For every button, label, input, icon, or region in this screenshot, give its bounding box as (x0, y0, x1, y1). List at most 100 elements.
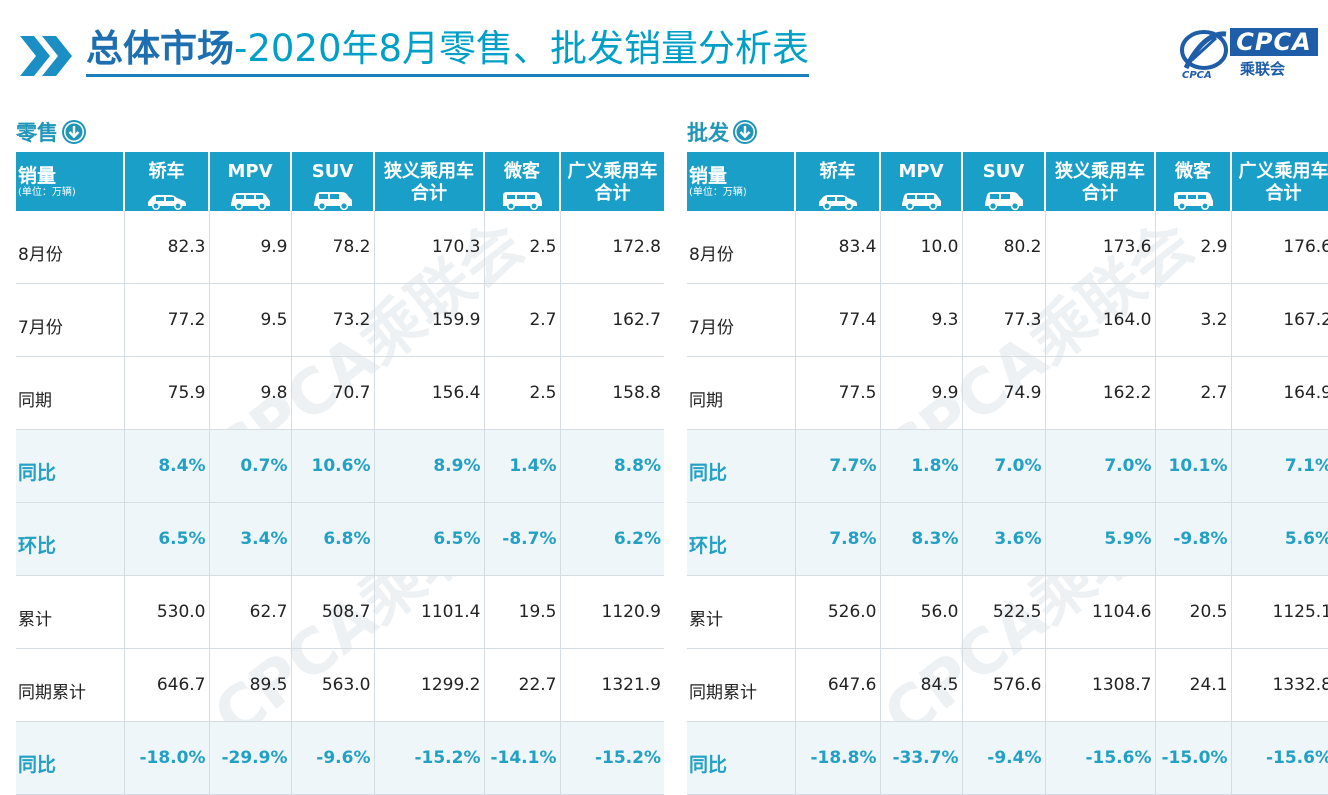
header-cell: MPV (880, 152, 963, 211)
value-cell: 6.5% (124, 502, 210, 576)
table-row: 同期累计 647.6 84.5 576.6 1308.7 24.1 1332.8 (687, 648, 1328, 722)
value-cell: -33.7% (880, 721, 963, 795)
value-cell: 576.6 (962, 648, 1046, 722)
value-cell: 74.9 (962, 356, 1046, 430)
value-cell: 162.2 (1045, 356, 1156, 430)
cpca-logo-mark-icon: CPCA (1180, 30, 1228, 80)
value-cell: 164.0 (1045, 283, 1156, 357)
row-label: 环比 (687, 502, 796, 576)
value-cell: -18.8% (795, 721, 881, 795)
table-header-row: 销量 (单位：万辆) 轿车 MPV SUV 狭义乘用车 合计 微客 广义乘用车 合计 (687, 152, 1328, 211)
table-row: 累计 526.0 56.0 522.5 1104.6 20.5 1125.1 (687, 575, 1328, 649)
header-label-line2: 合计 (594, 183, 631, 204)
wholesale-section-title: 批发 (687, 118, 757, 146)
value-cell: 164.9 (1231, 356, 1328, 430)
header-cell: SUV (962, 152, 1046, 211)
header-label: 微客 (504, 161, 540, 182)
value-cell: -9.8% (1155, 502, 1232, 576)
value-cell: 80.2 (962, 211, 1046, 284)
value-cell: 8.9% (374, 429, 485, 503)
value-cell: 1308.7 (1045, 648, 1156, 722)
header-label: 广义乘用车 (567, 161, 658, 182)
value-cell: 70.7 (291, 356, 375, 430)
value-cell: 6.5% (374, 502, 485, 576)
value-cell: 19.5 (484, 575, 561, 649)
page-title: 总体市场-2020年8月零售、批发销量分析表 (86, 24, 810, 77)
table-row: 同比 -18.0% -29.9% -9.6% -15.2% -14.1% -15.2% (16, 721, 664, 795)
row-label: 同期 (16, 356, 125, 430)
header-label: 轿车 (819, 161, 856, 182)
minivan-icon (503, 192, 542, 211)
value-cell: 526.0 (795, 575, 881, 649)
value-cell: 6.2% (560, 502, 664, 576)
header-unit-label: (单位：万辆) (18, 187, 76, 198)
value-cell: -15.6% (1045, 721, 1156, 795)
value-cell: 530.0 (124, 575, 210, 649)
table-row: 同期累计 646.7 89.5 563.0 1299.2 22.7 1321.9 (16, 648, 664, 722)
suv-icon (313, 192, 352, 211)
value-cell: 5.6% (1231, 502, 1328, 576)
value-cell: 22.7 (484, 648, 561, 722)
cpca-logo-text: CPCA (1230, 28, 1318, 56)
row-label: 7月份 (687, 283, 796, 357)
value-cell: 20.5 (1155, 575, 1232, 649)
header-cell: 广义乘用车 合计 (1231, 152, 1328, 211)
value-cell: 84.5 (880, 648, 963, 722)
value-cell: -15.2% (374, 721, 485, 795)
header-label: 微客 (1175, 161, 1211, 182)
value-cell: 173.6 (1045, 211, 1156, 284)
table-row: 7月份 77.2 9.5 73.2 159.9 2.7 162.7 (16, 283, 664, 357)
row-label: 同比 (16, 721, 125, 795)
row-label: 8月份 (16, 211, 125, 284)
value-cell: 83.4 (795, 211, 881, 284)
table-row: 累计 530.0 62.7 508.7 1101.4 19.5 1120.9 (16, 575, 664, 649)
value-cell: 8.4% (124, 429, 210, 503)
value-cell: 77.3 (962, 283, 1046, 357)
row-label: 8月份 (687, 211, 796, 284)
value-cell: 10.6% (291, 429, 375, 503)
arrow-down-circle-icon (733, 120, 757, 144)
value-cell: 7.0% (1045, 429, 1156, 503)
header-label: MPV (227, 161, 273, 182)
value-cell: 172.8 (560, 211, 664, 284)
header-cell: 微客 (1155, 152, 1232, 211)
header-label: 轿车 (148, 161, 185, 182)
value-cell: 1125.1 (1231, 575, 1328, 649)
header-unit-label: (单位：万辆) (689, 187, 747, 198)
value-cell: 0.7% (209, 429, 292, 503)
value-cell: 1101.4 (374, 575, 485, 649)
row-label: 7月份 (16, 283, 125, 357)
page-header: 总体市场-2020年8月零售、批发销量分析表 CPCA CPCA 乘联会 (0, 0, 1328, 96)
value-cell: 1321.9 (560, 648, 664, 722)
value-cell: 8.3% (880, 502, 963, 576)
value-cell: 78.2 (291, 211, 375, 284)
value-cell: 7.1% (1231, 429, 1328, 503)
value-cell: -8.7% (484, 502, 561, 576)
value-cell: -18.0% (124, 721, 210, 795)
value-cell: 73.2 (291, 283, 375, 357)
table-row: 环比 7.8% 8.3% 3.6% 5.9% -9.8% 5.6% (687, 502, 1328, 576)
header-cell-sales: 销量 (单位：万辆) (687, 152, 796, 211)
value-cell: 158.8 (560, 356, 664, 430)
row-label: 累计 (687, 575, 796, 649)
value-cell: 2.5 (484, 356, 561, 430)
header-label: MPV (898, 161, 944, 182)
value-cell: 3.4% (209, 502, 292, 576)
cpca-logo-subtitle: 乘联会 (1240, 60, 1286, 78)
table-row: 8月份 83.4 10.0 80.2 173.6 2.9 176.6 (687, 211, 1328, 284)
value-cell: 563.0 (291, 648, 375, 722)
value-cell: 1299.2 (374, 648, 485, 722)
mpv-icon (902, 193, 941, 211)
value-cell: -9.4% (962, 721, 1046, 795)
header-cell: 狭义乘用车 合计 (374, 152, 485, 211)
value-cell: 1.4% (484, 429, 561, 503)
value-cell: 24.1 (1155, 648, 1232, 722)
table-row: 7月份 77.4 9.3 77.3 164.0 3.2 167.2 (687, 283, 1328, 357)
value-cell: 10.1% (1155, 429, 1232, 503)
row-label: 同比 (687, 721, 796, 795)
suv-icon (984, 192, 1023, 211)
value-cell: 8.8% (560, 429, 664, 503)
header-cell: SUV (291, 152, 375, 211)
row-label: 同期累计 (687, 648, 796, 722)
value-cell: 3.2 (1155, 283, 1232, 357)
